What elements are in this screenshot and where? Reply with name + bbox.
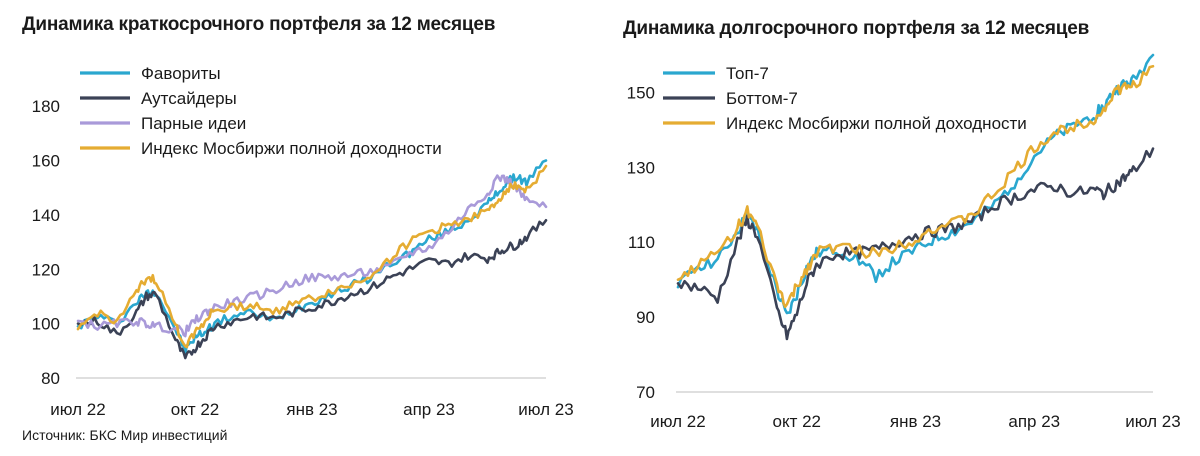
y-tick-label: 130 — [627, 158, 655, 177]
y-tick-label: 140 — [32, 206, 60, 225]
y-tick-label: 100 — [32, 315, 60, 334]
series-line-1 — [76, 219, 548, 360]
long-term-chart-panel: 70 90 110 130 150 июл 22 окт 22 янв 23 апр 23 июл… — [605, 0, 1200, 456]
y-tick-label: 110 — [628, 233, 655, 252]
y-tick-label: 80 — [41, 369, 60, 388]
legend-label: Топ-7 — [726, 64, 769, 83]
legend-label: Индекс Мосбиржи полной доходности — [726, 114, 1027, 133]
legend-label: Парные идеи — [141, 114, 246, 133]
series-line-2 — [676, 64, 1155, 309]
y-tick-label: 160 — [32, 152, 60, 171]
chart-title-short-term: Динамика краткосрочного портфеля за 12 м… — [22, 14, 496, 35]
chart-title-long-term: Динамика долгосрочного портфеля за 12 ме… — [623, 18, 1090, 39]
x-tick-label: окт 22 — [772, 412, 821, 431]
x-tick-label: июл 23 — [518, 400, 573, 419]
x-tick-label: июл 22 — [50, 400, 105, 419]
x-tick-label: янв 23 — [890, 412, 941, 431]
short-term-chart-panel: 80 100 120 140 160 180 июл 22 окт 22 янв 23 апр 2… — [22, 14, 574, 443]
x-tick-label: окт 22 — [171, 400, 220, 419]
x-tick-label: янв 23 — [286, 400, 337, 419]
y-tick-label: 120 — [32, 260, 60, 279]
source-note: Источник: БКС Мир инвестиций — [22, 427, 228, 443]
series-line-2 — [76, 174, 548, 338]
legend-label: Индекс Мосбиржи полной доходности — [141, 139, 442, 158]
legend-label: Фавориты — [141, 64, 221, 83]
series-line-3 — [76, 164, 548, 349]
y-tick-label: 180 — [32, 97, 60, 116]
legend-label: Аутсайдеры — [141, 89, 237, 108]
long-term-chart: 70 90 110 130 150 июл 22 окт 22 янв 23 апр 23 июл… — [627, 53, 1181, 431]
legend-label: Боттом-7 — [726, 89, 798, 108]
y-tick-label: 150 — [627, 83, 655, 102]
x-tick-label: апр 23 — [1008, 412, 1060, 431]
series-line-0 — [76, 159, 548, 355]
x-tick-label: июл 22 — [650, 412, 705, 431]
x-tick-label: июл 23 — [1125, 412, 1180, 431]
series-line-1 — [676, 147, 1155, 341]
y-tick-label: 90 — [636, 308, 655, 327]
x-tick-label: апр 23 — [403, 400, 455, 419]
y-tick-label: 70 — [636, 383, 655, 402]
short-term-chart: 80 100 120 140 160 180 июл 22 окт 22 янв 23 апр 2… — [32, 64, 574, 419]
